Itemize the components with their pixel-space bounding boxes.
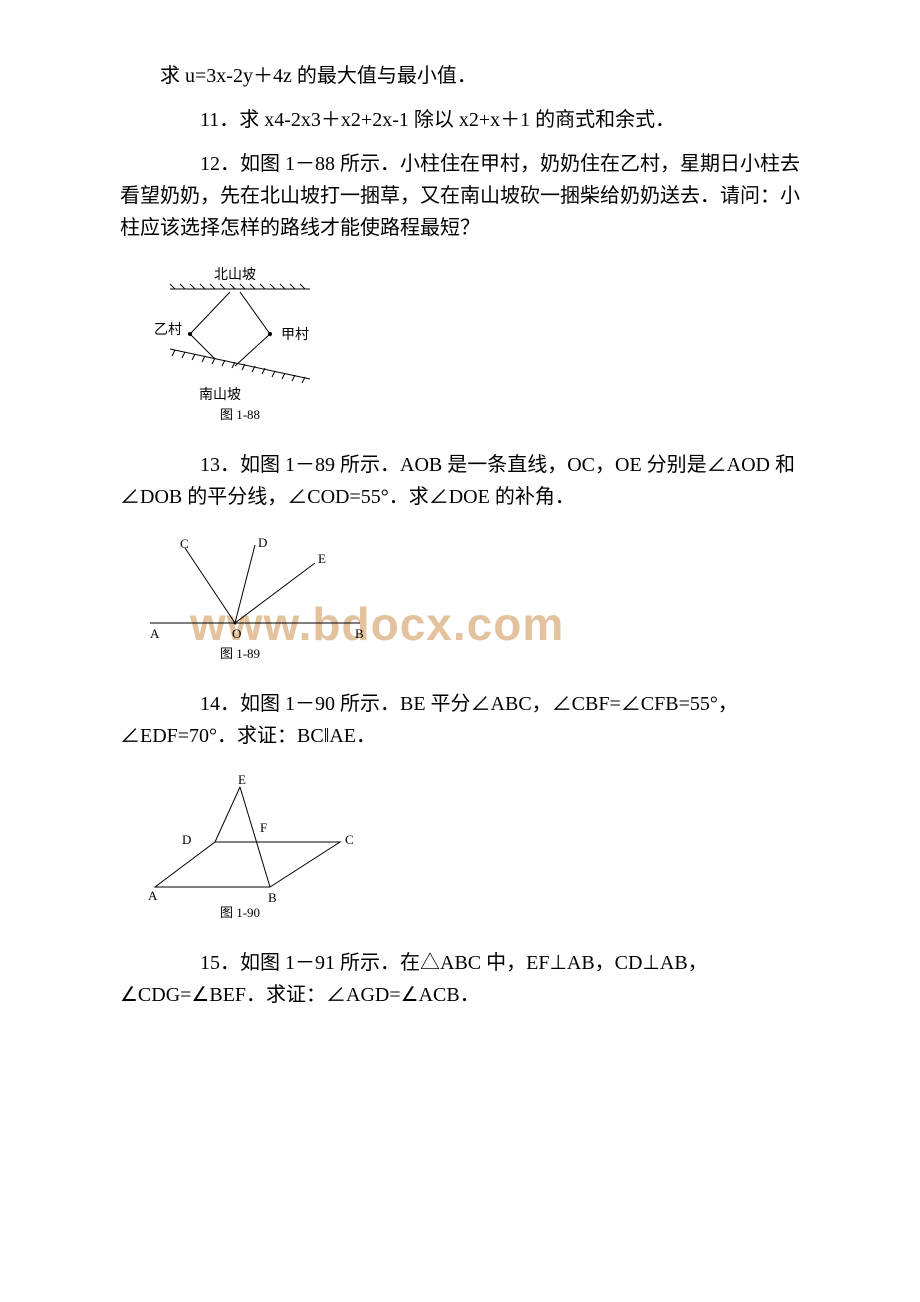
point-c-label: C [180, 536, 189, 551]
fig88-caption: 图 1-88 [220, 407, 260, 422]
point-b-label-90: B [268, 890, 277, 905]
north-slope-label: 北山坡 [214, 267, 256, 283]
problem-14-text: 14．如图 1－90 所示．BE 平分∠ABC，∠CBF=∠CFB=55°，∠E… [120, 688, 800, 752]
point-e-label-90: E [238, 772, 246, 787]
point-f-label-90: F [260, 820, 267, 835]
point-a-label-90: A [148, 888, 158, 903]
problem-12-body: 12．如图 1－88 所示．小柱住在甲村，奶奶住在乙村，星期日小柱去看望奶奶，先… [120, 153, 800, 239]
figure-1-88: 北山坡 [140, 264, 800, 429]
figure-1-89: A B O C D E 图 1-89 [140, 533, 800, 668]
fig90-caption: 图 1-90 [220, 905, 260, 920]
problem-13-body: 13．如图 1－89 所示．AOB 是一条直线，OC，OE 分别是∠AOD 和∠… [120, 454, 795, 508]
point-b-label: B [355, 626, 364, 641]
point-a-label: A [150, 626, 160, 641]
problem-u-text: 求 u=3x-2y＋4z 的最大值与最小值． [120, 60, 800, 92]
village-b-label: 乙村 [154, 322, 182, 338]
problem-13-text: 13．如图 1－89 所示．AOB 是一条直线，OC，OE 分别是∠AOD 和∠… [120, 449, 800, 513]
problem-12-text: 12．如图 1－88 所示．小柱住在甲村，奶奶住在乙村，星期日小柱去看望奶奶，先… [120, 148, 800, 244]
point-e-label: E [318, 551, 326, 566]
village-a-label: 甲村 [281, 327, 309, 343]
problem-15-text: 15．如图 1－91 所示．在△ABC 中，EF⊥AB，CD⊥AB，∠CDG=∠… [120, 947, 800, 1011]
problem-11-text: 11．求 x4-2x3＋x2+2x-1 除以 x2+x＋1 的商式和余式． [120, 104, 800, 136]
problem-15-body: 15．如图 1－91 所示．在△ABC 中，EF⊥AB，CD⊥AB，∠CDG=∠… [120, 952, 708, 1006]
fig89-caption: 图 1-89 [220, 646, 260, 661]
point-o-label: O [232, 626, 241, 641]
point-d-label: D [258, 535, 267, 550]
document-content: 求 u=3x-2y＋4z 的最大值与最小值． 11．求 x4-2x3＋x2+2x… [120, 60, 800, 1011]
point-d-label-90: D [182, 832, 191, 847]
south-slope-label: 南山坡 [199, 387, 241, 403]
figure-1-90: A B C D E F 图 1-90 [140, 772, 800, 927]
point-c-label-90: C [345, 832, 354, 847]
problem-14-body: 14．如图 1－90 所示．BE 平分∠ABC，∠CBF=∠CFB=55°，∠E… [120, 693, 738, 747]
